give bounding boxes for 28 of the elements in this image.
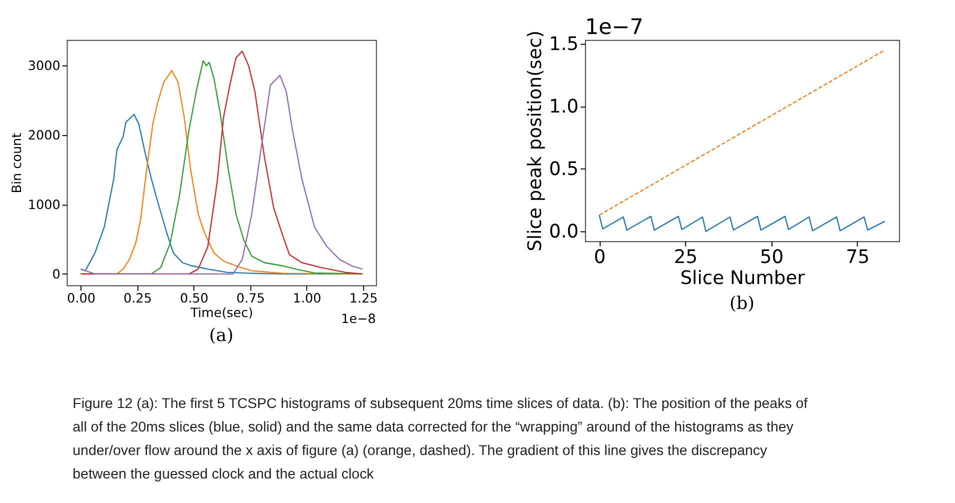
text: 1e−8 [341, 312, 376, 328]
y-tick-label: 0 [52, 267, 60, 282]
y-tick-label: 3000 [28, 59, 60, 74]
x-axis-title: Slice Number [680, 268, 806, 289]
x-tick-label: 1.25 [349, 291, 378, 306]
text: (b) [729, 294, 755, 314]
y-tick-label: 1.0 [548, 96, 579, 118]
x-tick-label: 0.00 [67, 291, 96, 306]
x-tick-label: 50 [760, 247, 784, 268]
y-tick-label: 1.5 [548, 34, 579, 56]
caption: Figure 12 (a): The first 5 TCSPC histograms of subsequent 20ms time slices of data. (b): The position of the peaks of all of the 20ms slices (blue, solid) and the same data corrected for the “wrapping” around of the histograms as they under/over flow around the x axis of figure (a) (orange, dashed). The gradient of this line gives the discrepancy between the guessed clock and the actual clock [72, 396, 808, 483]
x-tick-label: 0.50 [180, 291, 208, 306]
y-tick-label: 0.5 [548, 159, 579, 180]
line-series [598, 214, 886, 232]
x-tick-label: 0.25 [124, 291, 152, 306]
x-tick-label: 75 [846, 247, 870, 268]
x-tick-label: 1.00 [292, 291, 322, 306]
y-axis-title: Bin count [10, 132, 26, 194]
y-axis-title: Slice peak position(sec) [525, 30, 546, 252]
y-tick-label: 0.0 [548, 222, 579, 243]
text: (a) [209, 326, 234, 346]
x-axis-title: Time(sec) [189, 306, 254, 322]
x-tick-label: 0 [594, 247, 606, 268]
x-tick-label: 25 [674, 247, 698, 268]
y-tick-label: 2000 [28, 128, 60, 144]
text: 1e−7 [584, 14, 644, 40]
x-tick-label: 0.75 [236, 291, 265, 306]
y-tick-label: 1000 [28, 198, 60, 213]
